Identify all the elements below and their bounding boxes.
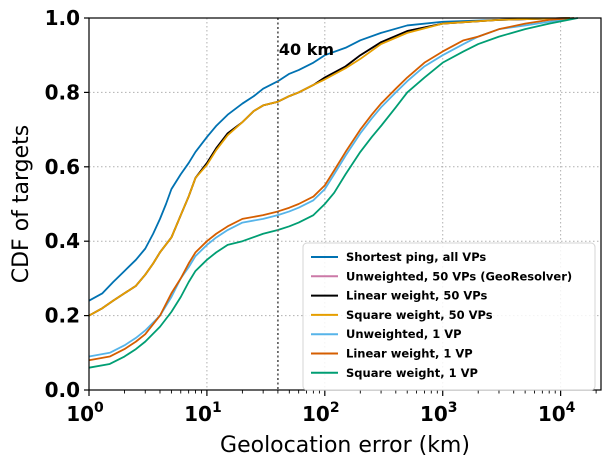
x-tick-label: 104: [538, 400, 576, 426]
legend-box: [302, 242, 596, 391]
y-tick-label: 0.0: [45, 378, 80, 402]
x-tick-exponent: 3: [448, 400, 458, 416]
legend-label: Square weight, 50 VPs: [346, 308, 493, 322]
legend-label: Unweighted, 50 VPs (GeoResolver): [346, 269, 572, 283]
x-tick-base: 10: [538, 402, 566, 426]
legend: Shortest ping, all VPs Unweighted, 50 VPs…: [302, 242, 596, 391]
y-tick-label: 0.8: [45, 80, 80, 104]
x-tick-label: 103: [420, 400, 458, 426]
y-tick-label: 0.4: [45, 229, 80, 253]
annotation-label: 40 km: [279, 40, 334, 59]
y-tick-label: 0.6: [45, 155, 80, 179]
legend-label: Shortest ping, all VPs: [346, 250, 486, 264]
legend-label: Linear weight, 1 VP: [346, 347, 473, 361]
series-line-4: [88, 17, 575, 358]
y-axis-label: CDF of targets: [9, 125, 34, 284]
x-tick-label: 102: [302, 400, 340, 426]
x-tick-base: 10: [302, 402, 330, 426]
x-tick-exponent: 4: [566, 400, 576, 416]
series-lines: [88, 17, 579, 369]
series-line-5: [88, 17, 575, 362]
y-tick-label: 0.2: [45, 304, 80, 328]
x-tick-base: 10: [420, 402, 448, 426]
x-tick-exponent: 0: [94, 400, 104, 416]
legend-label: Unweighted, 1 VP: [346, 327, 462, 341]
x-tick-exponent: 2: [330, 400, 340, 416]
x-tick-exponent: 1: [212, 400, 222, 416]
legend-label: Square weight, 1 VP: [346, 366, 478, 380]
legend-label: Linear weight, 50 VPs: [346, 289, 487, 303]
y-tick-label: 1.0: [45, 6, 80, 30]
x-tick-base: 10: [184, 402, 212, 426]
x-tick-base: 10: [66, 402, 94, 426]
series-line-0: [88, 17, 570, 302]
series-line-3: [88, 17, 570, 317]
x-axis-label: Geolocation error (km): [220, 433, 470, 458]
annotations: 40 km: [276, 18, 334, 390]
x-tick-label: 100: [66, 400, 104, 426]
series-line-6: [88, 17, 579, 369]
x-tick-label: 101: [184, 400, 222, 426]
